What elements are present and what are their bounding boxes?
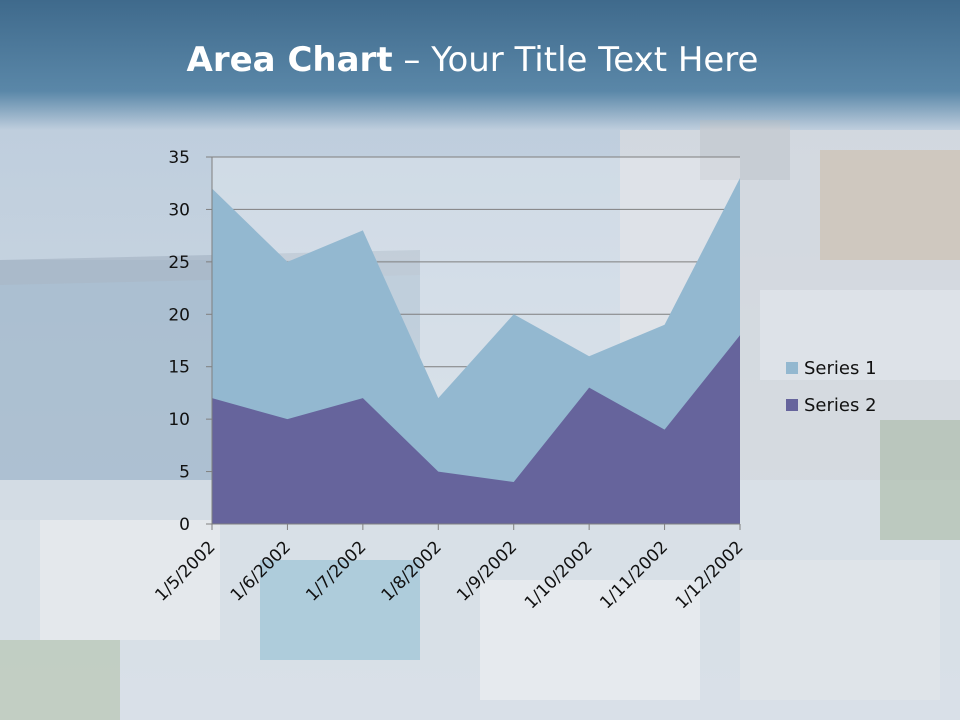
y-tick-label: 0 bbox=[179, 515, 190, 535]
legend-swatch-series-2 bbox=[786, 399, 798, 411]
y-tick-label: 5 bbox=[179, 463, 190, 483]
legend-swatch-series-1 bbox=[786, 362, 798, 374]
legend-label-series-1: Series 1 bbox=[804, 358, 877, 379]
slide-title-rest: – Your Title Text Here bbox=[392, 40, 759, 80]
slide-title: Area Chart – Your Title Text Here bbox=[0, 40, 945, 80]
x-tick-label: 1/8/2002 bbox=[378, 537, 446, 605]
y-tick-label: 20 bbox=[168, 305, 190, 325]
y-tick-label: 35 bbox=[168, 148, 190, 168]
x-tick-label: 1/5/2002 bbox=[151, 537, 219, 605]
x-tick-label: 1/11/2002 bbox=[596, 537, 672, 613]
y-tick-label: 15 bbox=[168, 358, 190, 378]
x-tick-label: 1/6/2002 bbox=[227, 537, 295, 605]
title-band bbox=[0, 0, 960, 130]
y-tick-label: 10 bbox=[168, 410, 190, 430]
legend-label-series-2: Series 2 bbox=[804, 395, 877, 416]
x-tick-label: 1/12/2002 bbox=[672, 537, 748, 613]
area-series-2 bbox=[212, 335, 740, 524]
x-tick-label: 1/10/2002 bbox=[521, 537, 597, 613]
slide-title-bold: Area Chart bbox=[186, 40, 393, 80]
y-tick-label: 30 bbox=[168, 200, 190, 220]
x-tick-label: 1/9/2002 bbox=[453, 537, 521, 605]
y-tick-label: 25 bbox=[168, 253, 190, 273]
x-tick-label: 1/7/2002 bbox=[302, 537, 370, 605]
